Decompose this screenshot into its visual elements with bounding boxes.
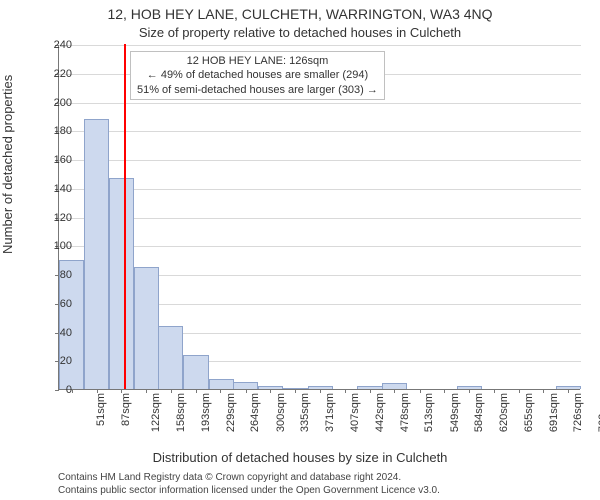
x-tick-mark: [469, 389, 470, 393]
x-tick-mark: [270, 389, 271, 393]
x-tick-label: 229sqm: [225, 393, 237, 432]
y-gridline: [59, 103, 581, 104]
x-tick-label: 442sqm: [374, 393, 386, 432]
chart-container: 12, HOB HEY LANE, CULCHETH, WARRINGTON, …: [0, 0, 600, 500]
y-gridline: [59, 131, 581, 132]
x-tick-mark: [171, 389, 172, 393]
y-axis-label: Number of detached properties: [0, 75, 15, 254]
y-tick-label: 100: [54, 240, 72, 252]
y-tick-label: 60: [60, 298, 72, 310]
x-tick-mark: [320, 389, 321, 393]
y-tick-label: 220: [54, 68, 72, 80]
chart-title-line1: 12, HOB HEY LANE, CULCHETH, WARRINGTON, …: [0, 6, 600, 22]
x-tick-mark: [420, 389, 421, 393]
y-tick-label: 140: [54, 183, 72, 195]
y-gridline: [59, 160, 581, 161]
histogram-bar: [183, 355, 208, 390]
annotation-line2: ← 49% of detached houses are smaller (29…: [137, 68, 378, 82]
y-gridline: [59, 45, 581, 46]
x-tick-mark: [220, 389, 221, 393]
y-tick-label: 0: [66, 384, 72, 396]
x-tick-label: 264sqm: [250, 393, 262, 432]
footer-attribution: Contains HM Land Registry data © Crown c…: [58, 472, 440, 497]
x-tick-label: 300sqm: [275, 393, 287, 432]
x-tick-mark: [494, 389, 495, 393]
x-axis-label: Distribution of detached houses by size …: [0, 450, 600, 465]
histogram-bar: [84, 119, 109, 389]
x-tick-mark: [370, 389, 371, 393]
histogram-bar: [233, 382, 258, 389]
annotation-line3: 51% of semi-detached houses are larger (…: [137, 83, 378, 97]
y-tick-label: 120: [54, 212, 72, 224]
x-tick-mark: [568, 389, 569, 393]
x-tick-mark: [97, 389, 98, 393]
y-gridline: [59, 218, 581, 219]
x-tick-label: 158sqm: [175, 393, 187, 432]
x-tick-label: 371sqm: [324, 393, 336, 432]
annotation-line1: 12 HOB HEY LANE: 126sqm: [137, 54, 378, 68]
x-tick-label: 513sqm: [424, 393, 436, 432]
y-tick-label: 80: [60, 269, 72, 281]
x-tick-mark: [146, 389, 147, 393]
x-tick-label: 193sqm: [200, 393, 212, 432]
x-tick-label: 655sqm: [523, 393, 535, 432]
x-tick-label: 584sqm: [473, 393, 485, 432]
x-tick-label: 87sqm: [120, 393, 132, 426]
x-tick-mark: [345, 389, 346, 393]
histogram-bar: [134, 267, 159, 389]
chart-title-line2: Size of property relative to detached ho…: [0, 25, 600, 40]
x-tick-mark: [394, 389, 395, 393]
x-tick-label: 478sqm: [399, 393, 411, 432]
x-tick-mark: [444, 389, 445, 393]
y-tick-label: 200: [54, 97, 72, 109]
annotation-box: 12 HOB HEY LANE: 126sqm← 49% of detached…: [130, 51, 385, 100]
x-tick-label: 335sqm: [299, 393, 311, 432]
y-tick-label: 160: [54, 154, 72, 166]
x-tick-label: 691sqm: [548, 393, 560, 432]
x-tick-label: 51sqm: [95, 393, 107, 426]
plot-area: 51sqm87sqm122sqm158sqm193sqm229sqm264sqm…: [58, 45, 580, 390]
y-tick-label: 20: [60, 355, 72, 367]
x-tick-label: 726sqm: [572, 393, 584, 432]
x-tick-mark: [246, 389, 247, 393]
y-tick-label: 180: [54, 125, 72, 137]
histogram-bar: [209, 379, 234, 389]
histogram-bar: [158, 326, 183, 389]
y-tick-label: 240: [54, 39, 72, 51]
x-tick-mark: [543, 389, 544, 393]
x-tick-label: 620sqm: [498, 393, 510, 432]
footer-line1: Contains HM Land Registry data © Crown c…: [58, 472, 440, 485]
footer-line2: Contains public sector information licen…: [58, 485, 440, 498]
x-tick-mark: [121, 389, 122, 393]
property-marker-line: [124, 44, 126, 389]
histogram-bar: [109, 178, 134, 389]
x-tick-mark: [295, 389, 296, 393]
x-tick-label: 549sqm: [449, 393, 461, 432]
y-tick-label: 40: [60, 327, 72, 339]
x-tick-mark: [196, 389, 197, 393]
y-gridline: [59, 189, 581, 190]
x-tick-mark: [519, 389, 520, 393]
y-gridline: [59, 246, 581, 247]
y-tick-mark: [55, 390, 59, 391]
x-tick-label: 407sqm: [349, 393, 361, 432]
x-tick-label: 122sqm: [150, 393, 162, 432]
